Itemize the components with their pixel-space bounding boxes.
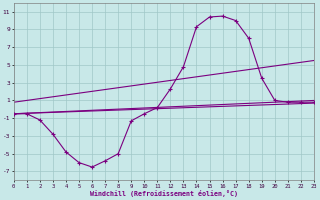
- X-axis label: Windchill (Refroidissement éolien,°C): Windchill (Refroidissement éolien,°C): [90, 190, 238, 197]
